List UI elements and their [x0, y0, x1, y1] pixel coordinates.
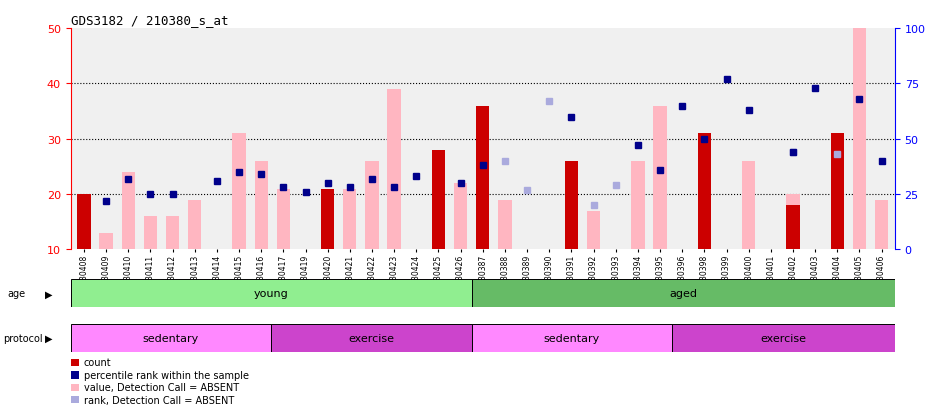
Bar: [188, 200, 202, 250]
Bar: [587, 211, 600, 250]
Bar: [565, 161, 578, 250]
Text: aged: aged: [669, 289, 697, 299]
Text: sedentary: sedentary: [544, 333, 600, 343]
Bar: [472, 280, 895, 308]
Bar: [631, 161, 644, 250]
Bar: [321, 189, 334, 250]
Bar: [698, 134, 711, 250]
Bar: [71, 324, 271, 352]
Bar: [742, 161, 755, 250]
Bar: [343, 189, 356, 250]
Text: sedentary: sedentary: [143, 333, 199, 343]
Bar: [787, 195, 800, 250]
Bar: [565, 200, 578, 250]
Text: age: age: [8, 289, 25, 299]
Text: count: count: [84, 358, 111, 368]
Bar: [454, 183, 467, 250]
Text: GDS3182 / 210380_s_at: GDS3182 / 210380_s_at: [71, 14, 228, 27]
Bar: [122, 173, 135, 250]
Bar: [387, 90, 400, 250]
Bar: [831, 134, 844, 250]
Bar: [431, 150, 446, 250]
Text: rank, Detection Call = ABSENT: rank, Detection Call = ABSENT: [84, 395, 235, 405]
Bar: [254, 161, 268, 250]
Bar: [431, 150, 446, 250]
Bar: [875, 200, 888, 250]
Text: percentile rank within the sample: percentile rank within the sample: [84, 370, 249, 380]
Bar: [498, 200, 512, 250]
Text: young: young: [253, 289, 288, 299]
Bar: [673, 324, 895, 352]
Text: value, Detection Call = ABSENT: value, Detection Call = ABSENT: [84, 382, 239, 392]
Bar: [166, 217, 179, 250]
Text: exercise: exercise: [760, 333, 806, 343]
Bar: [831, 167, 844, 250]
Bar: [271, 324, 472, 352]
Text: ▶: ▶: [45, 333, 53, 343]
Text: exercise: exercise: [349, 333, 395, 343]
Bar: [100, 233, 113, 250]
Bar: [71, 280, 472, 308]
Bar: [698, 195, 711, 250]
Bar: [365, 161, 379, 250]
Bar: [472, 324, 673, 352]
Bar: [144, 217, 157, 250]
Bar: [787, 206, 800, 250]
Bar: [476, 106, 490, 250]
Bar: [897, 195, 910, 250]
Text: ▶: ▶: [45, 289, 53, 299]
Bar: [233, 134, 246, 250]
Bar: [277, 189, 290, 250]
Bar: [654, 106, 667, 250]
Text: protocol: protocol: [3, 333, 42, 343]
Bar: [853, 0, 866, 250]
Bar: [77, 195, 90, 250]
